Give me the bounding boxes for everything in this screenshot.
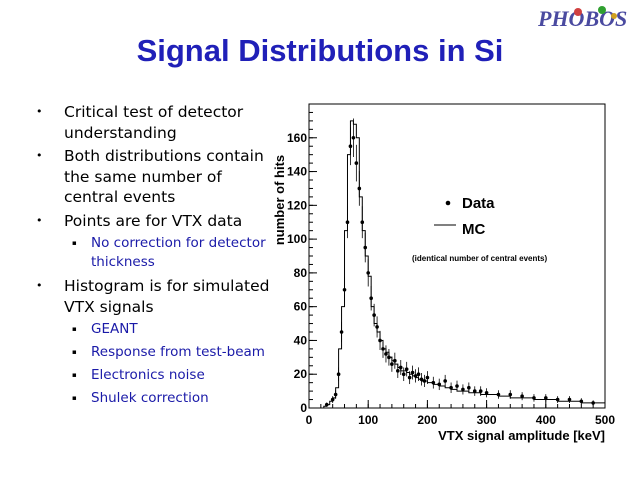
sub-bullet-item: Electronics noise bbox=[30, 366, 270, 385]
slide-title: Signal Distributions in Si bbox=[136, 33, 504, 68]
data-point bbox=[496, 392, 501, 397]
bullet-item: Points are for VTX data bbox=[30, 211, 270, 232]
y-tick-label: 80 bbox=[294, 266, 308, 280]
sub-bullet-item: GEANT bbox=[30, 320, 270, 339]
y-tick-label: 120 bbox=[287, 198, 307, 212]
data-point bbox=[363, 245, 368, 250]
data-point bbox=[333, 392, 338, 397]
bullet-list: Critical test of detector understanding … bbox=[30, 102, 270, 412]
signal-histogram-chart: 0 100 200 300 400 500 0 20 40 60 80 100 120 140 160 nu… bbox=[272, 103, 615, 443]
y-tick-label: 100 bbox=[287, 232, 307, 246]
data-point bbox=[336, 372, 341, 377]
x-tick-label: 500 bbox=[595, 413, 615, 427]
chart-annotation: (identical number of central events) bbox=[412, 254, 547, 263]
data-point bbox=[324, 402, 329, 407]
y-tick-label: 20 bbox=[294, 367, 308, 381]
data-point bbox=[381, 347, 385, 351]
data-point bbox=[339, 330, 344, 334]
x-tick-label: 0 bbox=[306, 413, 313, 427]
legend: Data MC (identical number of central eve… bbox=[412, 195, 547, 263]
data-point bbox=[351, 135, 356, 140]
legend-mc-label: MC bbox=[462, 221, 485, 238]
data-point bbox=[398, 365, 403, 370]
data-point bbox=[407, 375, 412, 380]
data-point bbox=[390, 362, 394, 366]
data-point bbox=[416, 372, 421, 377]
data-point bbox=[472, 389, 477, 393]
sub-bullet-item: No correction for detector thickness bbox=[30, 234, 270, 272]
data-point bbox=[555, 397, 560, 402]
y-tick-label: 140 bbox=[287, 165, 307, 179]
data-point bbox=[467, 385, 471, 390]
data-point bbox=[443, 379, 447, 383]
data-point bbox=[449, 385, 453, 390]
x-axis-label: VTX signal amplitude [keV] bbox=[438, 428, 605, 443]
data-point bbox=[396, 369, 400, 373]
data-point bbox=[378, 338, 382, 343]
y-tick-label: 160 bbox=[287, 131, 307, 145]
data-point bbox=[478, 389, 483, 393]
data-point bbox=[508, 392, 513, 397]
data-point bbox=[348, 144, 353, 149]
data-point bbox=[544, 396, 548, 400]
bullet-item: Histogram is for simulated VTX signals bbox=[30, 276, 270, 317]
data-point bbox=[455, 384, 459, 388]
data-point bbox=[579, 399, 584, 404]
y-tick-label: 60 bbox=[294, 300, 308, 314]
logo-dot-icon bbox=[574, 8, 582, 16]
logo-dot-icon bbox=[598, 6, 606, 14]
logo-dot-icon bbox=[611, 13, 617, 19]
mc-histogram-line bbox=[320, 120, 605, 409]
legend-data-marker bbox=[445, 200, 451, 206]
data-point bbox=[387, 355, 391, 360]
data-point bbox=[330, 397, 335, 402]
x-tick-label: 300 bbox=[477, 413, 497, 427]
data-point bbox=[366, 271, 370, 275]
data-point bbox=[372, 313, 376, 317]
data-point bbox=[567, 397, 572, 402]
data-point bbox=[532, 396, 536, 400]
sub-bullet-item: Response from test-beam bbox=[30, 343, 270, 362]
data-point bbox=[419, 377, 424, 382]
data-point bbox=[360, 220, 365, 225]
data-point bbox=[404, 367, 409, 371]
data-point bbox=[369, 296, 373, 301]
data-point bbox=[401, 372, 406, 377]
data-point bbox=[425, 375, 430, 380]
data-point bbox=[431, 380, 436, 385]
data-point bbox=[520, 394, 524, 398]
data-point bbox=[345, 220, 350, 225]
x-tick-label: 100 bbox=[358, 413, 378, 427]
data-point bbox=[461, 387, 465, 392]
y-tick-label: 40 bbox=[294, 333, 308, 347]
data-point bbox=[384, 352, 388, 356]
data-point bbox=[375, 325, 379, 329]
data-point bbox=[354, 161, 359, 165]
data-point bbox=[437, 382, 442, 387]
data-point bbox=[342, 287, 347, 292]
data-point bbox=[410, 370, 415, 375]
x-tick-label: 400 bbox=[536, 413, 556, 427]
bullet-item: Critical test of detector understanding bbox=[30, 102, 270, 143]
data-point bbox=[393, 358, 397, 363]
phobos-logo: PHOBOS bbox=[537, 6, 627, 31]
logo-text: PHOBOS bbox=[537, 6, 627, 31]
data-point bbox=[413, 374, 418, 378]
data-point bbox=[422, 379, 427, 383]
bullet-item: Both distributions contain the same numb… bbox=[30, 146, 270, 208]
data-point bbox=[591, 401, 595, 405]
x-tick-label: 200 bbox=[417, 413, 437, 427]
data-point bbox=[484, 391, 489, 395]
legend-data-label: Data bbox=[462, 195, 495, 212]
data-point bbox=[357, 186, 362, 191]
y-tick-label: 0 bbox=[300, 401, 307, 415]
sub-bullet-item: Shulek correction bbox=[30, 389, 270, 408]
y-axis-label: number of hits bbox=[272, 155, 287, 245]
